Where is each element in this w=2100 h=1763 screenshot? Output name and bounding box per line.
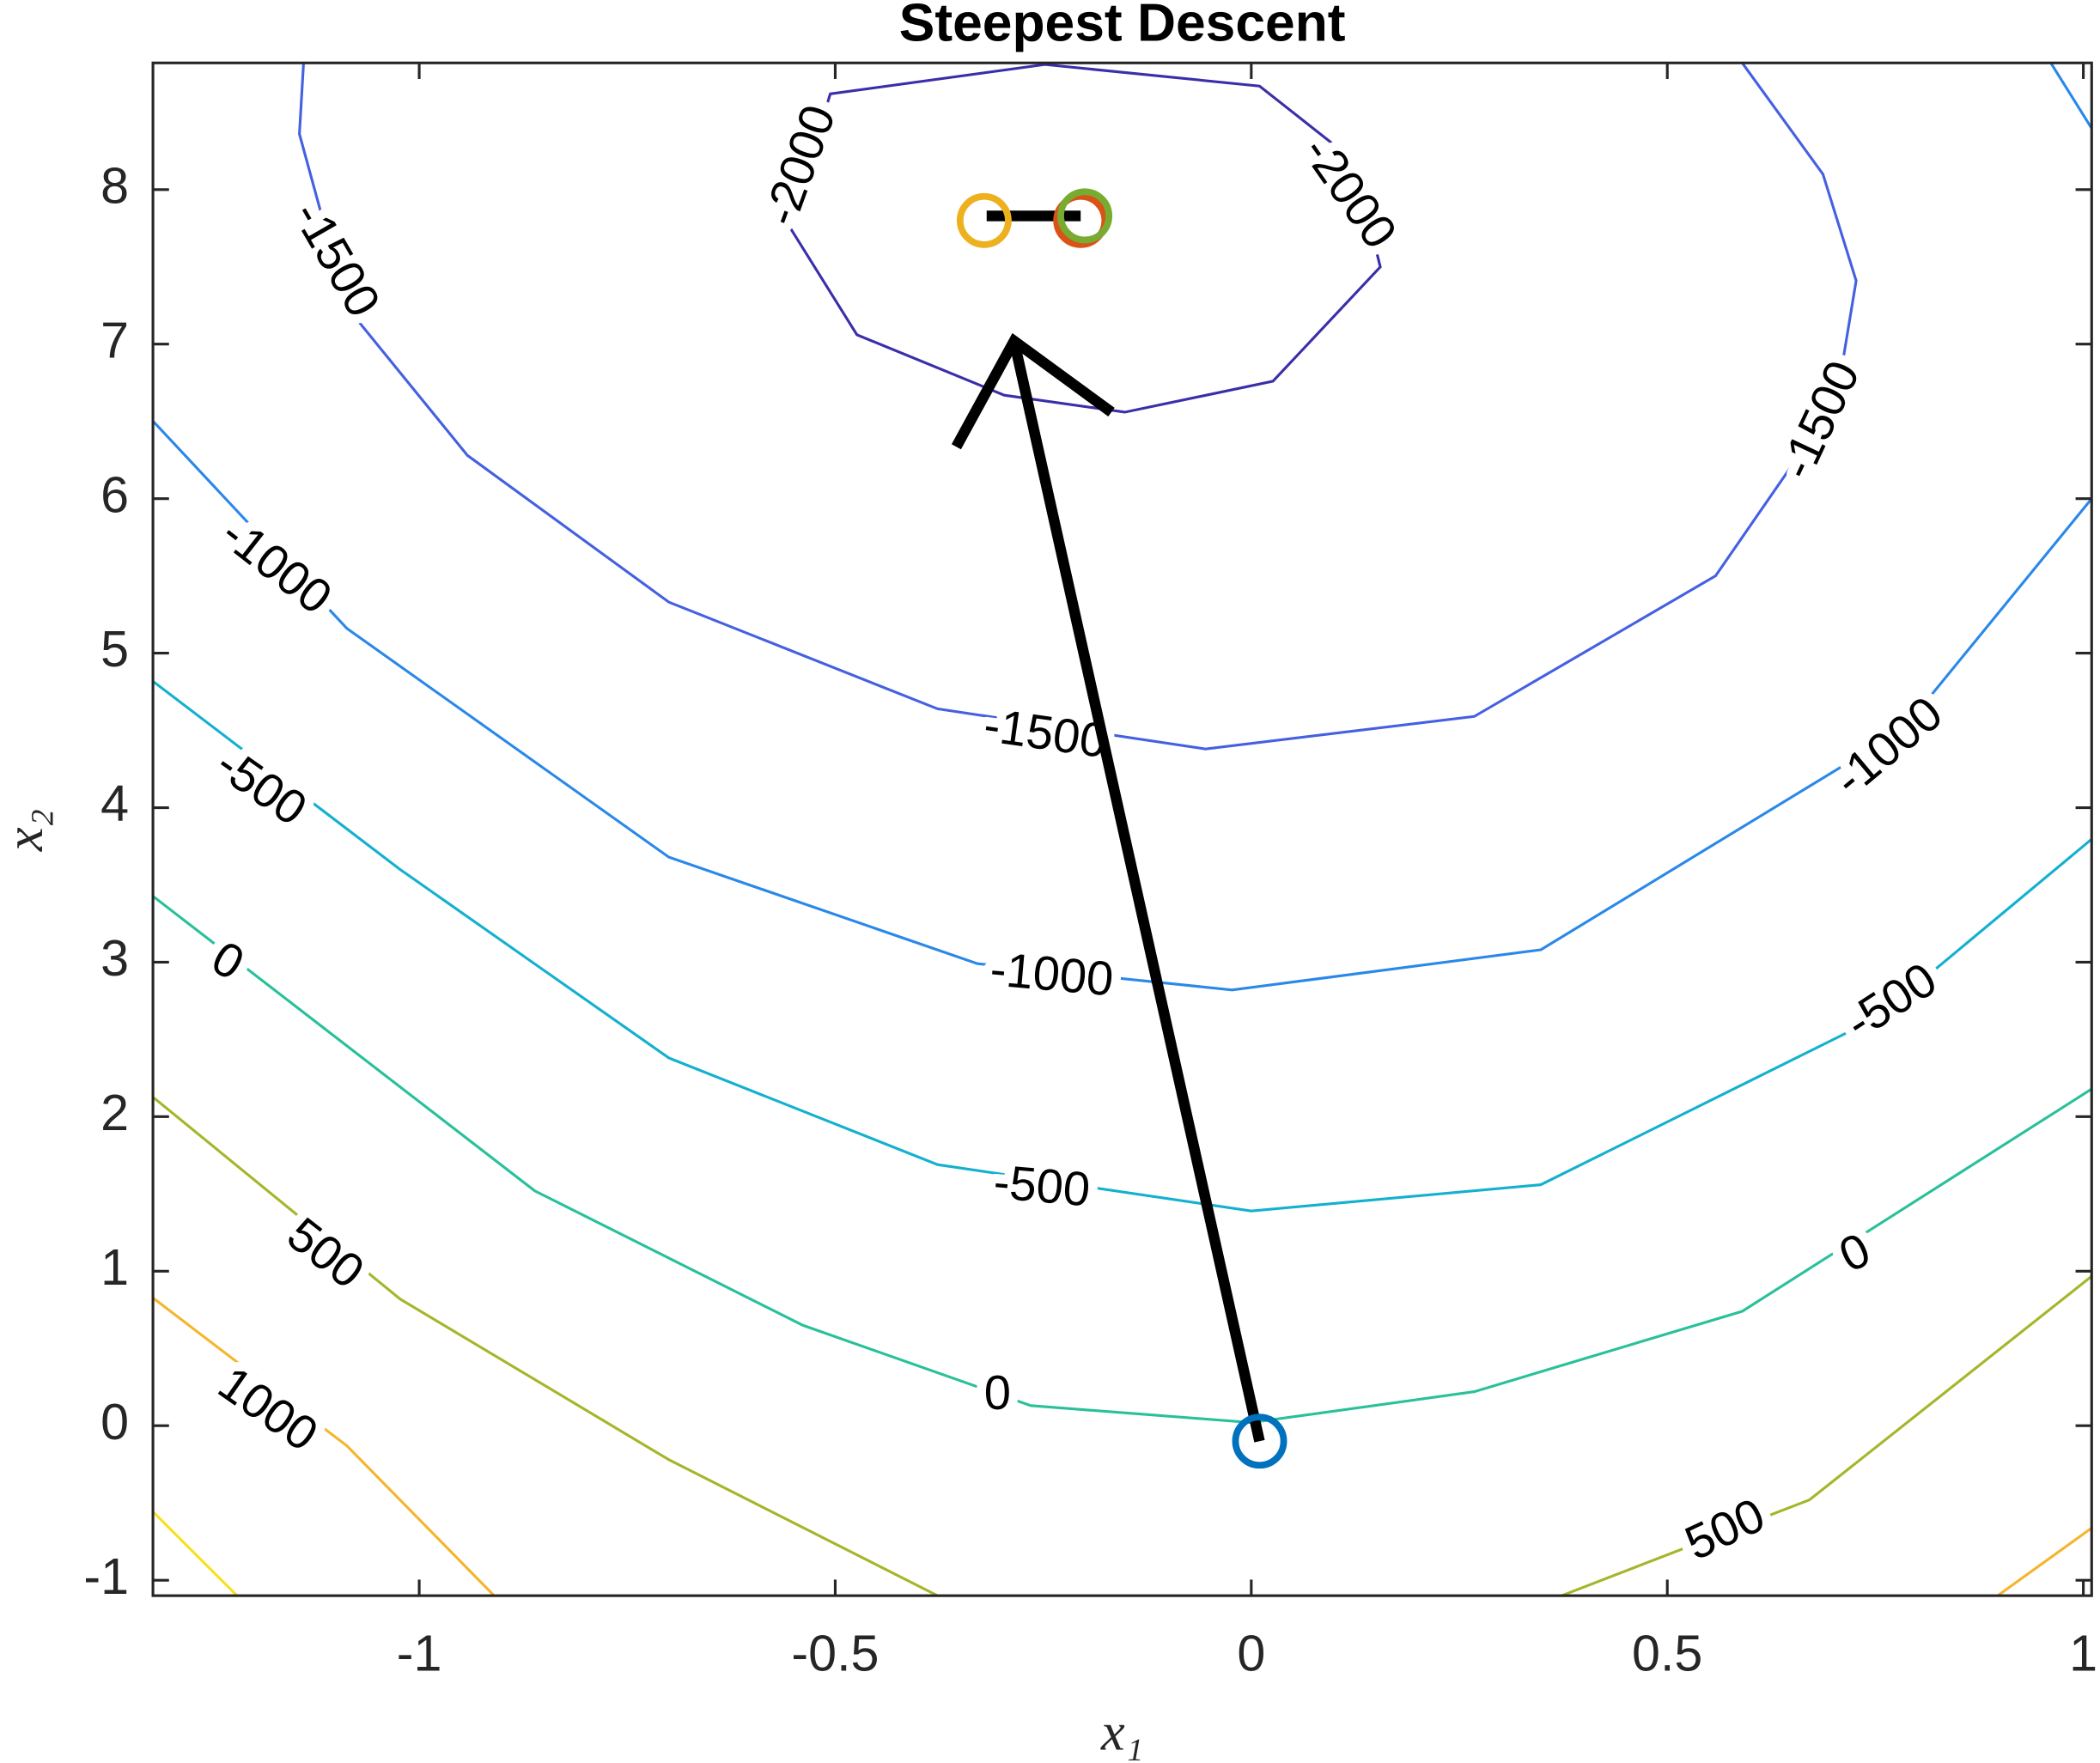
y-tick-label: 6 bbox=[100, 465, 129, 523]
x-tick-label: 0 bbox=[1237, 1624, 1265, 1681]
contour-line bbox=[153, 1510, 239, 1596]
y-axis-label: x₂ bbox=[0, 809, 54, 852]
arrow-head bbox=[951, 332, 1115, 450]
contour-label: -2000 bbox=[752, 98, 845, 232]
x-tick-label: -0.5 bbox=[791, 1624, 879, 1681]
y-tick-label: 0 bbox=[100, 1393, 129, 1450]
contour-label: 0 bbox=[984, 1365, 1011, 1420]
plot-area: -2000 -2000-1500-1500-1500-1000-1000-1000… bbox=[153, 63, 2092, 1596]
contour-label: 1000 bbox=[209, 1356, 327, 1462]
contour-label: -1000 bbox=[1823, 685, 1952, 806]
contour-line bbox=[298, 63, 1858, 751]
y-tick-label: 2 bbox=[100, 1084, 129, 1141]
contour-label: 500 bbox=[1677, 1487, 1772, 1571]
y-tick-label: 1 bbox=[100, 1238, 129, 1296]
x-axis-label: x₁ bbox=[1100, 1703, 1143, 1762]
x-tick-label: -1 bbox=[397, 1624, 442, 1681]
iterate-marker bbox=[1053, 192, 1109, 248]
contour-line bbox=[788, 63, 1382, 414]
contour-label: 500 bbox=[277, 1207, 374, 1298]
iterate-marker bbox=[1057, 188, 1113, 244]
axes-box bbox=[151, 61, 2093, 1597]
chart-title: Steepest Descent bbox=[899, 0, 1346, 53]
y-tick-label: 8 bbox=[100, 156, 129, 214]
contour-label: -1000 bbox=[211, 506, 342, 624]
contour-line bbox=[153, 1095, 2092, 1596]
contour-label: -1500 bbox=[283, 191, 391, 325]
contour-label: -500 bbox=[991, 1154, 1092, 1217]
contour-label: -1500 bbox=[1768, 352, 1870, 487]
contour-label: -1000 bbox=[989, 941, 1116, 1006]
contour-label: -2000 bbox=[1293, 126, 1408, 258]
contour-line bbox=[153, 894, 2092, 1425]
y-tick-label: 4 bbox=[100, 775, 129, 832]
y-tick-label: 3 bbox=[100, 929, 129, 987]
y-tick-label: 5 bbox=[100, 620, 129, 678]
y-tick-label: 7 bbox=[100, 311, 129, 368]
contour-line bbox=[153, 63, 2092, 992]
contour-line bbox=[153, 1296, 2092, 1596]
contour-line bbox=[153, 679, 2092, 1213]
x-tick-label: 1 bbox=[2069, 1624, 2097, 1681]
contour-label: -500 bbox=[1835, 951, 1946, 1049]
y-tick-label: -1 bbox=[83, 1547, 129, 1605]
step-line bbox=[1008, 339, 1265, 1443]
iterate-marker bbox=[1232, 1413, 1287, 1469]
x-tick-label: 0.5 bbox=[1632, 1624, 1702, 1681]
contour-label: -500 bbox=[207, 736, 317, 836]
iterate-marker bbox=[956, 192, 1012, 248]
